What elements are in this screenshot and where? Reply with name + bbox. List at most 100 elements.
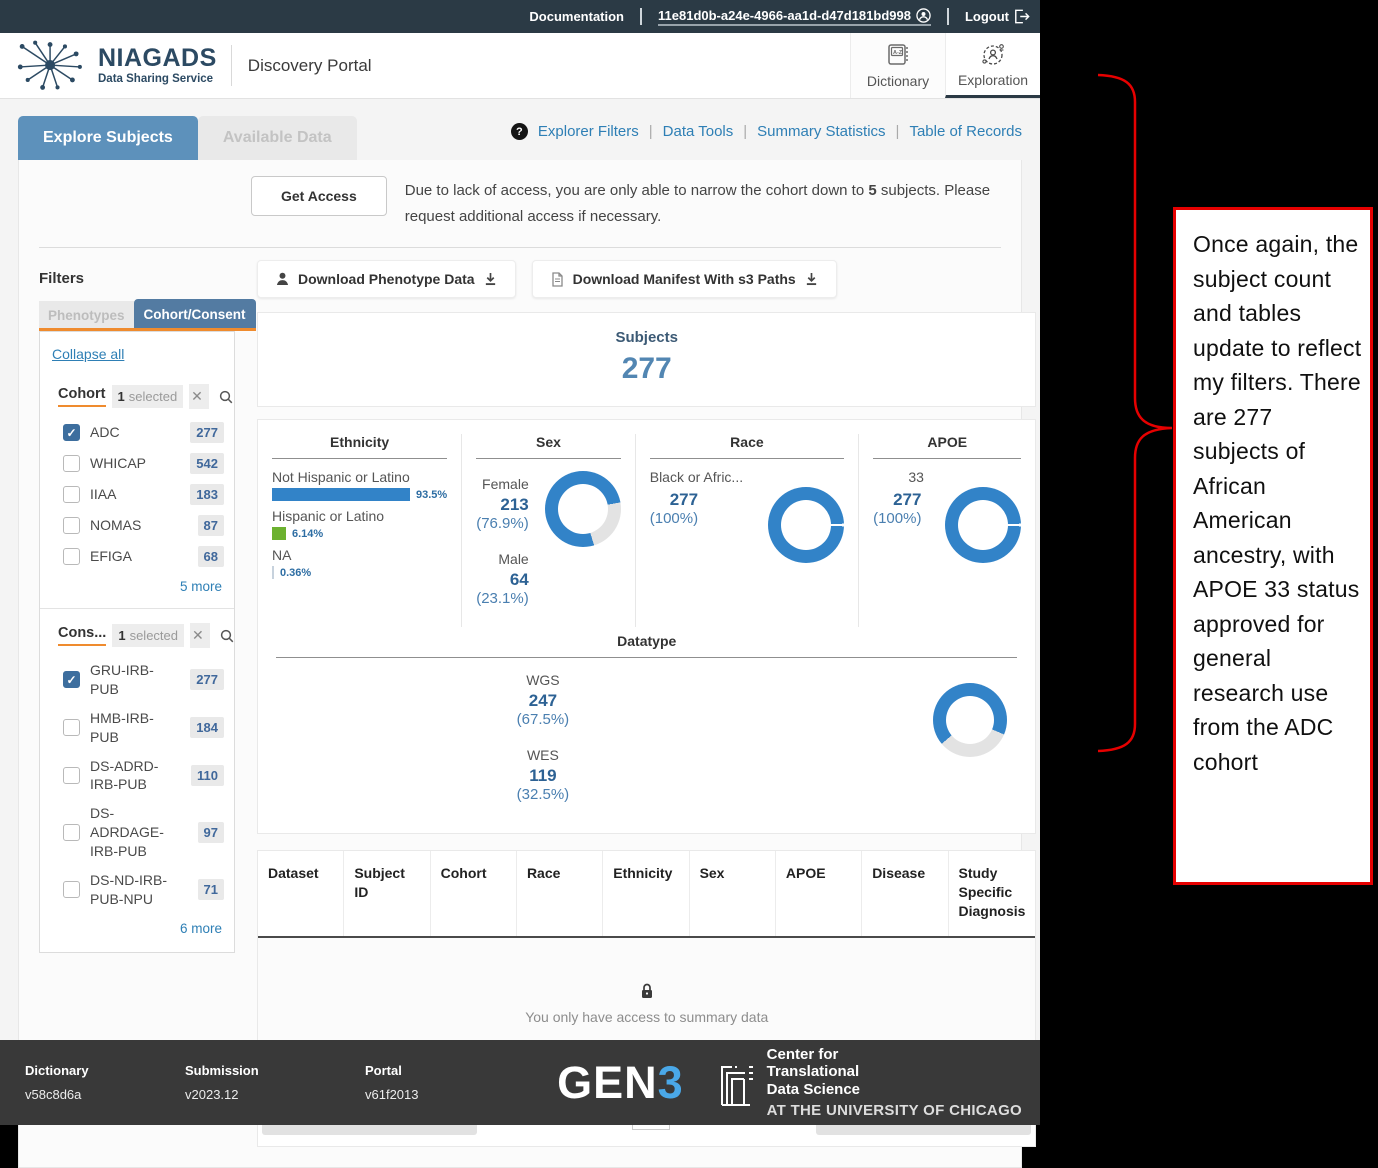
search-icon[interactable] (220, 629, 234, 643)
session-id-text: 11e81d0b-a24e-4966-aa1d-d47d181bd998 (658, 7, 911, 23)
checkbox[interactable] (63, 455, 80, 472)
column-header: Ethnicity (602, 851, 688, 936)
checkbox-checked[interactable] (63, 671, 80, 689)
help-icon[interactable]: ? (510, 123, 528, 140)
ctds-logo-icon (720, 1065, 753, 1106)
brand: NIAGADS Data Sharing Service (0, 33, 217, 98)
consent-show-more-link[interactable]: 6 more (179, 920, 222, 936)
app-footer: Dictionary v58c8d6a Submission v2023.12 … (0, 1040, 1040, 1125)
tab-explore-subjects[interactable]: Explore Subjects (18, 116, 198, 160)
clear-icon[interactable]: ✕ (190, 623, 210, 648)
column-header: Race (515, 851, 602, 936)
checkbox[interactable] (63, 719, 80, 737)
nav-dictionary[interactable]: A-Z Dictionary (850, 33, 945, 98)
race-donut-chart (768, 487, 845, 563)
filter-item-gru-irb-pub[interactable]: GRU-IRB-PUB 277 (50, 661, 224, 699)
checkbox[interactable] (63, 517, 80, 534)
header-divider (230, 45, 232, 86)
column-header: Sex (688, 851, 775, 936)
filter-group-consent-name[interactable]: Cons... (58, 625, 107, 646)
checkbox[interactable] (63, 486, 80, 503)
charts-grid: Ethnicity Not Hispanic or Latino 93.5% H… (258, 434, 1035, 627)
slice-label: Male (498, 551, 529, 567)
access-message-count: 5 (868, 182, 877, 199)
filter-item-ds-adrd-irb-pub[interactable]: DS-ADRD-IRB-PUB 110 (50, 757, 224, 795)
download-row: Download Phenotype Data Download Manifes… (257, 260, 1036, 298)
slice-count: 277 (893, 490, 922, 509)
slice-label: WGS (526, 672, 560, 688)
download-phenotype-button[interactable]: Download Phenotype Data (257, 260, 516, 298)
nav-exploration-label: Exploration (957, 71, 1029, 88)
filter-item-whicap[interactable]: WHICAP 542 (50, 453, 224, 474)
filter-tab-cohort-consent[interactable]: Cohort/Consent (133, 299, 256, 331)
brand-text: NIAGADS Data Sharing Service (98, 46, 217, 86)
filter-group-consent-header: Cons... 1 selected ✕ (52, 623, 234, 648)
dictionary-book-icon: A-Z (888, 44, 908, 65)
charts-card: Ethnicity Not Hispanic or Latino 93.5% H… (257, 419, 1037, 834)
access-row: Get Access Due to lack of access, you ar… (39, 160, 1001, 248)
cohort-show-more-link[interactable]: 5 more (179, 579, 222, 594)
apoe-donut-chart (945, 487, 1022, 563)
bar-label: Hispanic or Latino (272, 508, 385, 524)
filter-item-hmb-irb-pub[interactable]: HMB-IRB-PUB 184 (50, 709, 224, 747)
chart-sex: Sex Female 213 (76.9%) Male 64 (23.1%) (461, 434, 635, 627)
explorer-tabs-row: Explore Subjects Available Data ? Explor… (0, 99, 1040, 160)
link-table-of-records[interactable]: Table of Records (909, 123, 1022, 140)
toolbar-links: ? Explorer Filters | Data Tools | Summar… (510, 116, 1022, 140)
explorer-content: Get Access Due to lack of access, you ar… (18, 160, 1037, 1168)
link-data-tools[interactable]: Data Tools (662, 123, 734, 140)
filter-item-ds-adrdage-irb-pub[interactable]: DS-ADRDAGE-IRB-PUB 97 (50, 804, 224, 861)
topbar-divider (640, 8, 643, 25)
filter-item-nomas[interactable]: NOMAS 87 (50, 515, 224, 536)
checkbox[interactable] (63, 881, 80, 899)
filters-panel: Filters Phenotypes Cohort/Consent Collap… (39, 260, 256, 1147)
bar-pct: 0.36% (280, 567, 312, 579)
filter-item-efiga[interactable]: EFIGA 68 (50, 546, 224, 567)
slice-count: 247 (528, 691, 558, 710)
checkbox[interactable] (63, 766, 80, 784)
filter-item-ds-nd-irb-pub-npu[interactable]: DS-ND-IRB-PUB-NPU 71 (50, 871, 224, 909)
chart-sex-title: Sex (476, 434, 621, 459)
checkbox[interactable] (63, 548, 80, 565)
filter-tabs: Phenotypes Cohort/Consent (39, 299, 256, 331)
slice-pct: (23.1%) (476, 590, 529, 607)
filter-item-adc[interactable]: ADC 277 (50, 422, 224, 443)
checkbox-checked[interactable] (63, 424, 80, 441)
filter-item-label: HMB-IRB-PUB (90, 709, 154, 745)
slice-label: WES (526, 747, 559, 763)
logout-button[interactable]: Logout (965, 9, 1030, 24)
ctds-logo-subtext: AT THE UNIVERSITY OF CHICAGO (766, 1101, 1022, 1119)
subjects-label: Subjects (615, 329, 678, 346)
collapse-all-link[interactable]: Collapse all (52, 346, 125, 362)
filter-item-iiaa[interactable]: IIAA 183 (50, 484, 224, 505)
filter-item-label: DS-ADRD-IRB-PUB (90, 757, 159, 793)
chart-apoe: APOE 33 277 (100%) (858, 434, 1035, 627)
nav-exploration[interactable]: Exploration (945, 33, 1040, 98)
checkbox[interactable] (63, 824, 80, 842)
column-header: Study Specific Diagnosis (947, 851, 1036, 936)
bar-row: 93.5% (272, 488, 447, 501)
table-empty-message: You only have access to summary data (525, 1009, 769, 1026)
filters-heading: Filters (39, 270, 85, 287)
filter-group-cohort-name[interactable]: Cohort (58, 386, 106, 407)
footer-portal: Portal v61f2013 (365, 1063, 525, 1102)
get-access-button[interactable]: Get Access (251, 176, 387, 216)
filter-item-count: 277 (190, 669, 224, 691)
tab-available-data[interactable]: Available Data (197, 116, 357, 160)
slice-pct: (76.9%) (476, 515, 529, 532)
svg-text:A-Z: A-Z (893, 50, 903, 56)
documentation-link[interactable]: Documentation (529, 9, 625, 24)
link-explorer-filters[interactable]: Explorer Filters (537, 123, 639, 140)
link-summary-statistics[interactable]: Summary Statistics (757, 123, 886, 140)
filter-tab-phenotypes[interactable]: Phenotypes (39, 301, 134, 331)
slice-count: 213 (500, 495, 529, 514)
download-manifest-button[interactable]: Download Manifest With s3 Paths (531, 260, 837, 298)
clear-icon[interactable]: ✕ (189, 384, 209, 409)
bar (272, 566, 274, 579)
filter-item-count: 110 (191, 764, 224, 786)
session-id-link[interactable]: 11e81d0b-a24e-4966-aa1d-d47d181bd998 (658, 8, 931, 26)
filter-item-count: 71 (197, 879, 224, 901)
search-icon[interactable] (219, 390, 233, 404)
slice-pct: (67.5%) (516, 711, 570, 728)
